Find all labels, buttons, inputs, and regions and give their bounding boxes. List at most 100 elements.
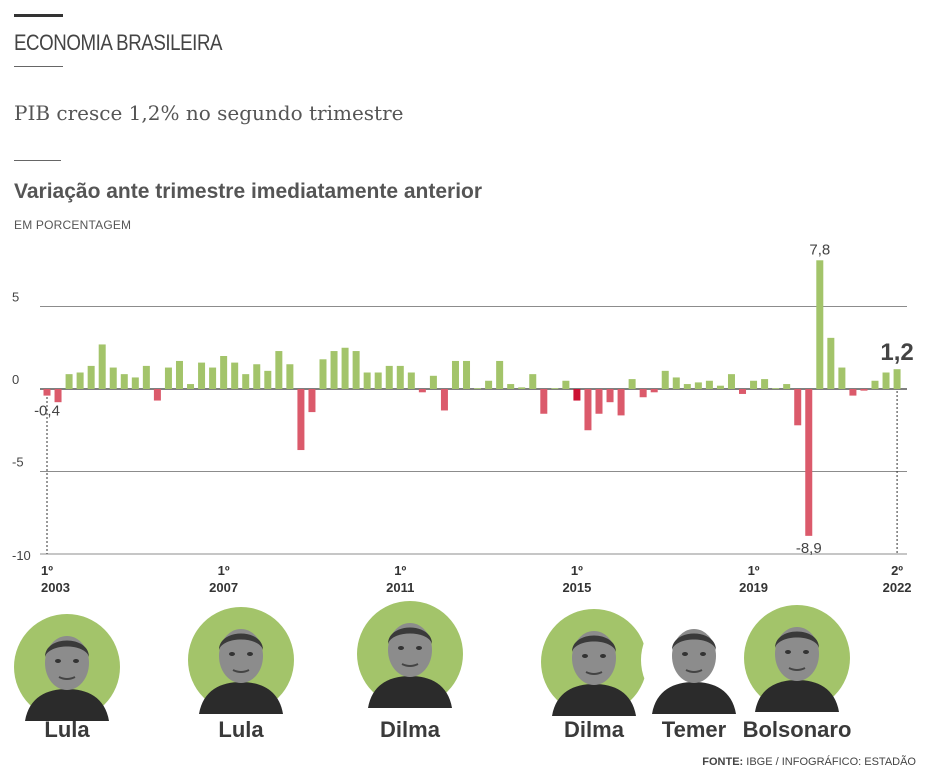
bar-24 (308, 389, 316, 413)
bar-20 (264, 370, 272, 389)
president-2 (356, 600, 464, 708)
bar-58 (683, 384, 691, 389)
bar-5 (98, 344, 106, 389)
x-tick-year-0: 2003 (41, 580, 70, 595)
bar-43 (518, 387, 526, 389)
bar-55 (650, 389, 658, 393)
bar-57 (672, 377, 680, 389)
bar-26 (330, 351, 338, 389)
bar-49 (584, 389, 592, 431)
kicker-rule-bottom (14, 66, 63, 67)
kicker-rule-top (14, 14, 63, 17)
bar-10 (153, 389, 161, 401)
x-tick-quarter-3: 1º (571, 563, 583, 578)
bar-3 (76, 372, 84, 389)
x-tick-quarter-2: 1º (394, 563, 406, 578)
x-tick-year-5: 2022 (883, 580, 912, 595)
bar-52 (617, 389, 625, 416)
data-label-0: -0,4 (34, 403, 60, 420)
lula-portrait-2-icon (188, 607, 294, 714)
bar-63 (739, 389, 747, 394)
bar-29 (363, 372, 371, 389)
bar-11 (164, 367, 172, 389)
bar-39 (474, 388, 482, 389)
bar-61 (716, 385, 724, 389)
bar-65 (761, 379, 769, 389)
gdp-bar-chart: 5 0 -5 -10 -0,4 -8,9 7,8 1,2 1º 2003 1º 2007 1º 2011 1… (12, 241, 914, 595)
bar-75 (871, 380, 879, 389)
bar-6 (109, 367, 117, 389)
bar-64 (750, 380, 758, 389)
bar-44 (529, 374, 537, 389)
bar-30 (374, 372, 382, 389)
data-label-2: 7,8 (809, 241, 830, 258)
bar-14 (198, 362, 206, 389)
source-credit: FONTE: IBGE / INFOGRÁFICO: ESTADÃO (702, 756, 916, 768)
temer-portrait-icon (641, 607, 747, 714)
bar-1 (54, 389, 62, 403)
x-tick-quarter-1: 1º (218, 563, 230, 578)
president-name-1: Lula (218, 717, 264, 742)
bar-31 (385, 365, 393, 389)
president-0 (13, 613, 121, 721)
bar-4 (87, 365, 95, 389)
bar-66 (772, 388, 780, 389)
bar-53 (628, 379, 636, 389)
president-name-2: Dilma (380, 717, 440, 742)
bolsonaro-portrait-icon (744, 605, 850, 712)
bar-77 (893, 369, 901, 389)
bar-8 (131, 377, 139, 389)
bar-76 (882, 372, 890, 389)
president-3 (540, 608, 648, 716)
y-tick-label-2: -5 (12, 455, 24, 470)
bar-71 (827, 337, 835, 389)
president-name-0: Lula (44, 717, 90, 742)
chart-title: Variação ante trimestre imediatamente an… (14, 180, 483, 203)
bar-27 (341, 347, 349, 389)
bar-37 (451, 360, 459, 389)
president-name-4: Temer (661, 717, 727, 742)
bar-62 (727, 374, 735, 389)
president-name-5: Bolsonaro (742, 717, 852, 742)
bar-2 (65, 374, 73, 389)
bar-25 (319, 359, 327, 389)
bar-70 (816, 260, 824, 389)
bar-74 (860, 389, 868, 391)
bar-41 (496, 360, 504, 389)
president-1 (187, 606, 295, 714)
headline: PIB cresce 1,2% no segundo trimestre (14, 101, 404, 125)
data-label-3: 1,2 (880, 339, 913, 366)
bar-60 (705, 380, 713, 389)
bar-48 (573, 389, 581, 401)
bar-42 (507, 384, 515, 389)
bar-12 (175, 360, 183, 389)
lula-portrait-icon (14, 614, 120, 721)
bar-47 (562, 380, 570, 389)
bar-34 (418, 389, 426, 393)
bar-16 (220, 356, 228, 389)
president-4 (640, 606, 748, 714)
president-5 (743, 604, 851, 712)
bar-32 (396, 365, 404, 389)
president-name-3: Dilma (564, 717, 624, 742)
title-rule (14, 160, 61, 161)
y-tick-label-0: 5 (12, 290, 19, 305)
bar-51 (606, 389, 614, 403)
x-tick-quarter-0: 1º (41, 563, 53, 578)
bar-9 (142, 365, 150, 389)
bar-7 (120, 374, 128, 389)
bar-72 (838, 367, 846, 389)
kicker: ECONOMIA BRASILEIRA (14, 30, 223, 55)
bar-23 (297, 389, 305, 451)
bar-22 (286, 364, 294, 389)
bar-50 (595, 389, 603, 414)
bar-54 (639, 389, 647, 398)
x-tick-quarter-4: 1º (748, 563, 760, 578)
bar-13 (187, 384, 195, 389)
bar-38 (463, 360, 471, 389)
dilma-portrait-icon (357, 601, 463, 708)
bar-35 (429, 375, 437, 389)
bar-73 (849, 389, 857, 396)
bar-45 (540, 389, 548, 414)
bar-18 (242, 374, 250, 389)
